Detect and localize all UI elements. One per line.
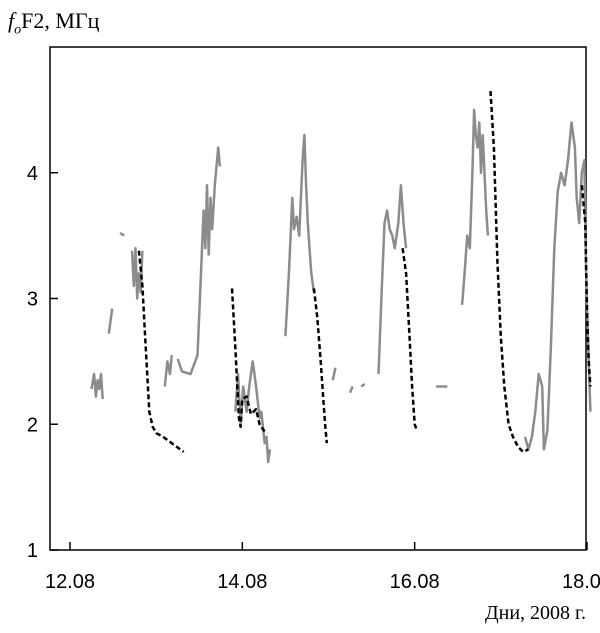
solid-series-segment	[90, 372, 104, 400]
solid-series-segment	[163, 354, 173, 387]
dashed-series-segment	[137, 250, 185, 453]
y-tick-label: 4	[27, 163, 38, 185]
solid-series-segment	[331, 367, 337, 381]
dashed-series-segment	[580, 185, 592, 387]
dashed-series-segment	[230, 288, 269, 435]
y-axis-label-f: f	[8, 8, 15, 33]
y-axis-label-sub: o	[14, 22, 22, 38]
solid-series-segment	[119, 232, 125, 237]
dashed-series-segment	[312, 288, 329, 444]
solid-series-segment	[284, 133, 316, 337]
dashed-series-segment	[489, 90, 529, 454]
solid-series-segment	[176, 146, 222, 376]
solid-series-segment	[348, 386, 354, 394]
series-group	[90, 90, 592, 464]
x-tick-label: 16.08	[390, 571, 440, 593]
y-axis-label-main: F2, МГц	[21, 8, 100, 33]
tick-group: 12.08 14.08 16.08 18.08 1 2 3 4	[27, 163, 600, 593]
x-tick-label: 18.08	[562, 571, 600, 593]
x-axis-label: Дни, 2008 г.	[485, 602, 586, 624]
solid-series-segment	[377, 184, 408, 375]
dashed-series-segment	[401, 248, 418, 430]
y-tick-label: 1	[27, 540, 38, 562]
x-tick-label: 12.08	[45, 571, 95, 593]
solid-series-segment	[523, 121, 592, 451]
solid-series-segment	[130, 246, 144, 300]
y-tick-label: 2	[27, 414, 38, 436]
solid-series-segment	[360, 382, 366, 388]
y-axis-label: foF2, МГц	[8, 8, 99, 38]
y-tick-label: 3	[27, 289, 38, 311]
solid-series-segment	[460, 108, 490, 305]
solid-series-segment	[107, 308, 114, 334]
x-tick-label: 14.08	[217, 571, 267, 593]
plot-frame	[49, 46, 587, 551]
